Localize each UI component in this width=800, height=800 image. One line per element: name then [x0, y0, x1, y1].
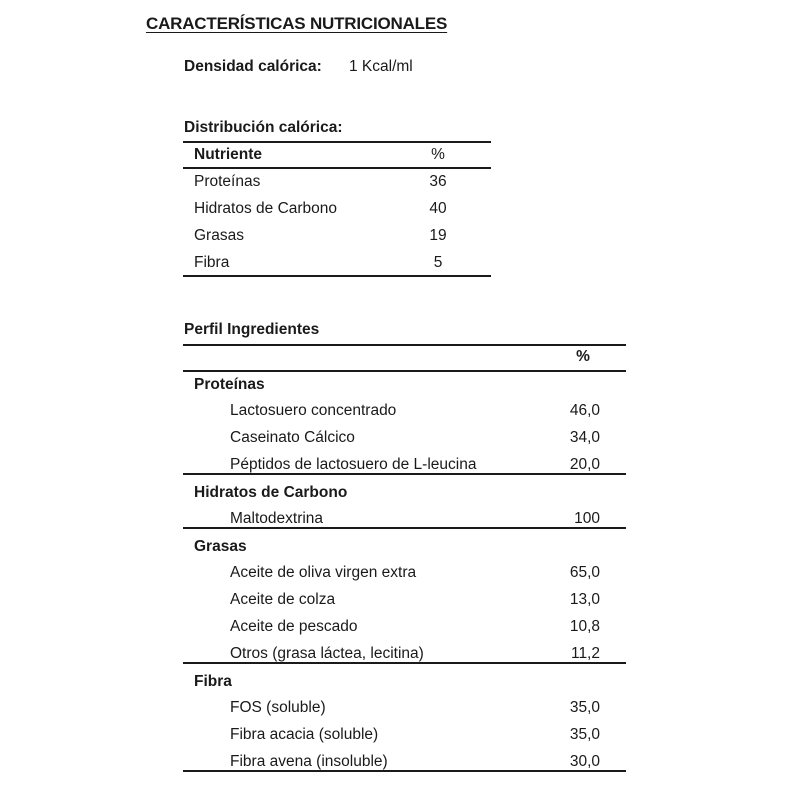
ingredient-percent: 30,0 [569, 753, 600, 770]
nutrient-name: Proteínas [194, 173, 261, 190]
ingredient-name: Aceite de pescado [230, 618, 358, 635]
ingredient-name: Aceite de oliva virgen extra [230, 564, 417, 581]
ingredient-name: Fibra avena (insoluble) [230, 753, 388, 770]
ingredient-percent: 35,0 [569, 699, 600, 716]
ingredient-name: Caseinato Cálcico [230, 429, 355, 446]
divider [183, 662, 626, 664]
ingredient-percent: 65,0 [569, 564, 600, 581]
group-name: Grasas [194, 538, 247, 555]
density-value: 1 Kcal/ml [349, 58, 413, 75]
nutrient-name: Fibra [194, 254, 230, 271]
distribution-heading: Distribución calórica: [184, 119, 343, 136]
group-name: Hidratos de Carbono [194, 484, 348, 501]
nutrient-name: Hidratos de Carbono [194, 200, 338, 217]
column-header-nutrient: Nutriente [194, 146, 263, 163]
divider [183, 473, 626, 475]
ingredient-percent: 46,0 [569, 402, 600, 419]
nutrient-percent: 36 [429, 173, 447, 190]
ingredient-name: FOS (soluble) [230, 699, 326, 716]
divider [183, 770, 626, 772]
ingredient-percent: 11,2 [570, 645, 600, 662]
nutrient-percent: 40 [429, 200, 447, 217]
nutrient-percent: 5 [433, 254, 443, 271]
density-label: Densidad calórica: [184, 58, 322, 75]
divider [183, 141, 491, 143]
divider [183, 344, 626, 346]
ingredient-percent: 10,8 [569, 618, 600, 635]
ingredient-percent: 13,0 [569, 591, 600, 608]
ingredients-percent-header: % [576, 348, 590, 365]
nutrient-name: Grasas [194, 227, 244, 244]
ingredient-name: Péptidos de lactosuero de L-leucina [230, 456, 477, 473]
ingredient-name: Fibra acacia (soluble) [230, 726, 379, 743]
ingredient-name: Aceite de colza [230, 591, 336, 608]
ingredient-percent: 100 [574, 510, 600, 527]
group-name: Proteínas [194, 376, 265, 393]
ingredients-heading: Perfil Ingredientes [184, 321, 320, 338]
ingredient-name: Lactosuero concentrado [230, 402, 397, 419]
page-title: CARACTERÍSTICAS NUTRICIONALES [146, 14, 448, 33]
ingredient-name: Otros (grasa láctea, lecitina) [230, 645, 424, 662]
divider [183, 275, 491, 277]
ingredient-percent: 34,0 [569, 429, 600, 446]
column-header-percent: % [431, 146, 445, 163]
divider [183, 527, 626, 529]
nutrient-percent: 19 [429, 227, 447, 244]
ingredient-percent: 20,0 [569, 456, 600, 473]
ingredient-percent: 35,0 [569, 726, 600, 743]
divider [183, 167, 491, 169]
ingredient-name: Maltodextrina [230, 510, 324, 527]
group-name: Fibra [194, 673, 232, 690]
divider [183, 370, 626, 372]
